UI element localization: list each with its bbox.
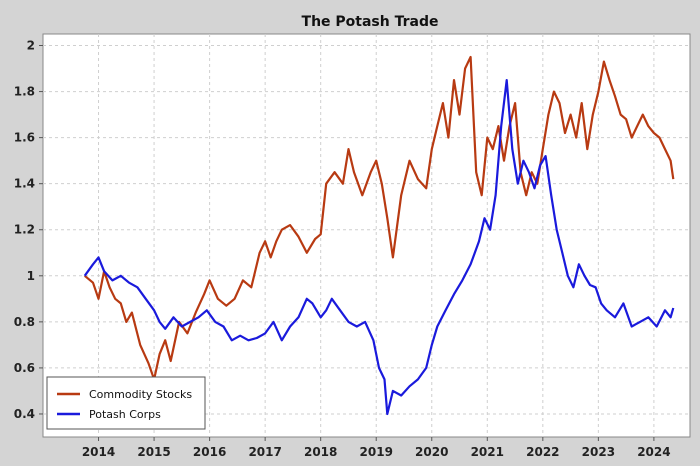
chart-title: The Potash Trade xyxy=(302,14,439,30)
legend-label-commodity-stocks: Commodity Stocks xyxy=(89,388,192,401)
y-tick-label: 2 xyxy=(27,39,35,53)
y-tick-label: 1.8 xyxy=(14,85,35,99)
y-axis: 0.4 0.6 0.8 1 1.2 1.4 1.6 1.8 2 xyxy=(14,39,43,421)
y-tick-label: 1.6 xyxy=(14,131,35,145)
x-axis: 2014 2015 2016 2017 2018 2019 2020 2021 2022 2023… xyxy=(82,437,671,459)
x-tick-label: 2022 xyxy=(526,445,559,459)
y-tick-label: 1.2 xyxy=(14,223,35,237)
x-tick-label: 2023 xyxy=(582,445,615,459)
series-line-commodity-stocks xyxy=(83,55,675,381)
x-tick-label: 2019 xyxy=(360,445,393,459)
x-tick-label: 2017 xyxy=(248,445,281,459)
legend-box xyxy=(46,376,206,430)
x-tick-label: 2014 xyxy=(82,445,115,459)
y-tick-label: 1.4 xyxy=(14,177,35,191)
y-tick-label: 0.8 xyxy=(14,315,35,329)
y-tick-label: 0.6 xyxy=(14,361,35,375)
series-lines xyxy=(83,55,675,416)
y-tick-label: 0.4 xyxy=(14,407,35,421)
x-tick-label: 2015 xyxy=(137,445,170,459)
x-tick-label: 2018 xyxy=(304,445,337,459)
gridlines xyxy=(43,34,690,437)
x-tick-label: 2021 xyxy=(471,445,504,459)
x-tick-label: 2016 xyxy=(193,445,226,459)
x-tick-label: 2020 xyxy=(415,445,448,459)
x-tick-label: 2024 xyxy=(637,445,670,459)
legend-label-potash-corps: Potash Corps xyxy=(89,408,161,421)
y-tick-label: 1 xyxy=(27,269,35,283)
legend: Commodity Stocks Potash Corps xyxy=(46,376,206,430)
series-line-potash-corps xyxy=(83,79,675,416)
